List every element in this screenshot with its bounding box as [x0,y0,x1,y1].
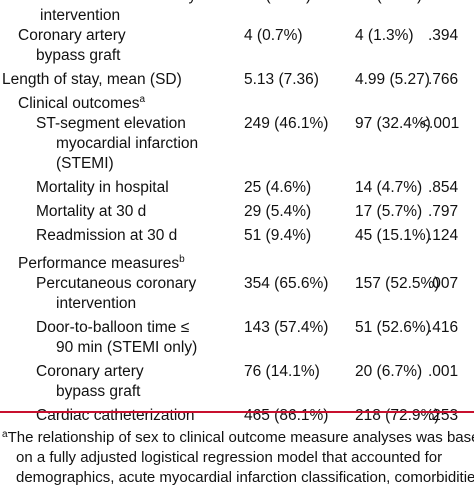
footnote-ref: b [179,254,185,265]
row-label: Percutaneous coronary [36,0,196,6]
row-label: Mortality in hospital [36,179,169,196]
women-count-cell: 29 (5.4%) [244,203,312,220]
row-label: 90 min (STEMI only) [56,339,198,356]
row-label: Coronary artery [36,363,144,380]
women-count-cell: 249 (46.1%) [244,115,329,132]
men-count-cell: 4.99 (5.27) [355,71,430,88]
row-label: Coronary artery [18,27,126,44]
row-label: Door-to-balloon time ≤ [36,319,190,336]
men-count-cell: 12 (4.0%) [355,0,422,6]
women-count-cell: 51 (9.4%) [244,227,312,244]
men-count-cell: 20 (6.7%) [355,363,423,380]
row-label: Length of stay, mean (SD) [2,71,182,88]
women-count-cell: 4 (0.7%) [244,27,303,44]
footnote-ref: a [139,94,146,105]
men-count-cell: 4 (1.3%) [355,27,414,44]
footnote-text-1: The relationship of sex to clinical outc… [7,429,474,446]
p-value-cell: .007 [428,275,459,292]
row-label: Percutaneous coronary [36,275,197,292]
men-count-cell: 17 (5.7%) [355,203,423,220]
p-value-cell: .001 [428,363,459,380]
footnote-line-1: aThe relationship of sex to clinical out… [2,425,474,448]
p-value-cell: .766 [428,71,459,88]
women-count-cell: 76 (14.1%) [244,363,320,380]
table-divider [0,411,474,413]
row-label: Clinical outcomesa [18,94,146,112]
women-count-cell: 354 (65.6%) [244,275,329,292]
women-count-cell: 143 (57.4%) [244,319,329,336]
women-count-cell: 465 (86.1%) [244,407,329,424]
p-value-cell: .253 [428,407,459,424]
women-count-cell: 31 (5.7%) [244,0,311,6]
footnote-marker: a [2,429,8,440]
footnote: aThe relationship of sex to clinical out… [2,425,474,488]
row-label: bypass graft [56,383,141,400]
row-label: Cardiac catheterization [36,407,195,424]
p-value-cell: <.001 [420,115,460,132]
row-label: Performance measuresb [18,254,185,272]
footnote-text-2: on a fully adjusted logistical regressio… [16,449,443,466]
p-value-cell: .394 [428,27,459,44]
footnote-line-2: on a fully adjusted logistical regressio… [2,448,474,468]
row-label: (STEMI) [56,155,114,172]
women-count-cell: 5.13 (7.36) [244,71,319,88]
row-label: Readmission at 30 d [36,227,178,244]
p-value-cell: .797 [428,203,459,220]
row-label: intervention [40,7,121,24]
men-count-cell: 45 (15.1%) [355,227,431,244]
row-label: bypass graft [36,47,121,64]
women-count-cell: 25 (4.6%) [244,179,312,196]
row-label: intervention [56,295,137,312]
row-label: ST-segment elevation [36,115,186,132]
men-count-cell: 157 (52.5%) [355,275,440,292]
footnote-text-3: demographics, acute myocardial infarctio… [16,469,474,486]
row-label: myocardial infarction [56,135,199,152]
men-count-cell: 51 (52.6%) [355,319,431,336]
p-value-cell: .277 [428,0,458,6]
footnote-line-3: demographics, acute myocardial infarctio… [2,468,474,488]
p-value-cell: .854 [428,179,459,196]
men-count-cell: 97 (32.4%) [355,115,431,132]
men-count-cell: 218 (72.9%) [355,407,440,424]
p-value-cell: .416 [428,319,459,336]
men-count-cell: 14 (4.7%) [355,179,423,196]
row-label: Mortality at 30 d [36,203,147,220]
p-value-cell: .124 [428,227,459,244]
